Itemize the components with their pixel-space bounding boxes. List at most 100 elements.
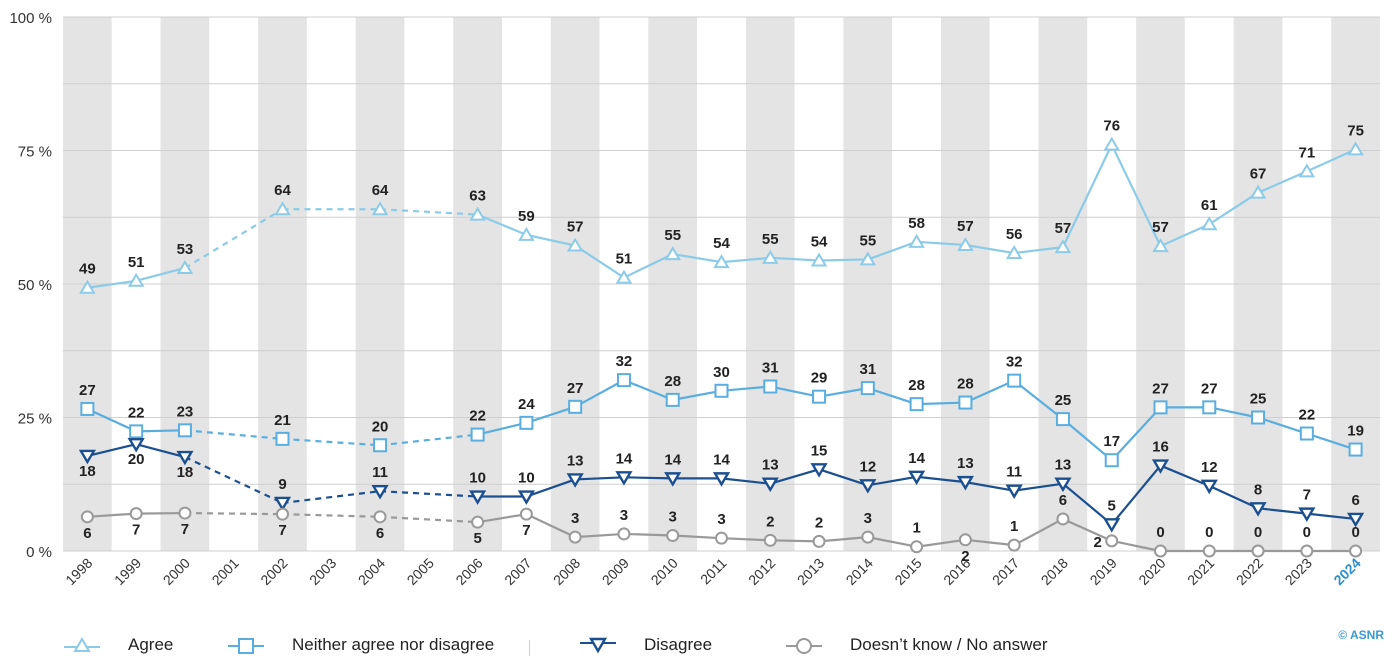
series-line-segment bbox=[87, 443, 137, 458]
data-point-marker bbox=[666, 529, 680, 543]
data-point-marker bbox=[177, 423, 192, 438]
series-line-segment bbox=[916, 475, 966, 484]
x-tick-label: 2010 bbox=[647, 555, 680, 588]
series-line-segment bbox=[87, 512, 137, 518]
data-label: 25 bbox=[1250, 391, 1267, 408]
data-point-marker bbox=[371, 484, 389, 500]
data-label: 24 bbox=[518, 396, 535, 413]
data-label: 7 bbox=[181, 521, 189, 538]
data-label: 0 bbox=[1351, 524, 1359, 541]
data-point-marker bbox=[373, 510, 387, 524]
data-point-marker bbox=[761, 477, 779, 493]
series-line-segment bbox=[526, 233, 576, 247]
data-label: 21 bbox=[274, 412, 291, 429]
series-line-segment bbox=[1014, 482, 1064, 492]
data-point-marker bbox=[276, 507, 289, 521]
data-label: 57 bbox=[567, 219, 584, 236]
data-label: 6 bbox=[83, 525, 91, 542]
data-point-marker bbox=[275, 431, 290, 446]
data-point-marker bbox=[1202, 544, 1216, 558]
data-point-marker bbox=[273, 496, 292, 512]
data-label: 18 bbox=[79, 463, 96, 480]
legend-label-disagree: Disagree bbox=[644, 635, 713, 654]
series-line-segment bbox=[867, 536, 917, 548]
series-line-segment bbox=[282, 490, 381, 505]
data-point-marker bbox=[519, 507, 533, 521]
legend-label-neither: Neither agree nor disagree bbox=[292, 635, 495, 654]
series-line-segment bbox=[184, 429, 283, 440]
series-line-segment bbox=[672, 253, 722, 264]
data-point-marker bbox=[373, 438, 388, 453]
series-line-segment bbox=[770, 385, 820, 398]
series-line-segment bbox=[916, 538, 966, 548]
data-point-marker bbox=[1007, 538, 1021, 552]
data-point-marker bbox=[1251, 410, 1266, 425]
data-point-marker bbox=[1154, 544, 1167, 558]
x-tick-label: 2003 bbox=[306, 555, 339, 588]
data-point-marker bbox=[763, 533, 777, 547]
data-label: 0 bbox=[1205, 524, 1213, 541]
data-point-marker bbox=[958, 533, 972, 547]
data-label: 2 bbox=[961, 548, 969, 565]
data-label: 31 bbox=[859, 361, 876, 378]
series-line-segment bbox=[721, 537, 771, 542]
series-line-segment bbox=[1208, 484, 1259, 510]
data-point-marker bbox=[859, 479, 877, 494]
data-label: 14 bbox=[664, 451, 681, 468]
x-tick-label: 2007 bbox=[501, 555, 534, 588]
data-point-marker bbox=[176, 260, 194, 274]
data-point-marker bbox=[1298, 507, 1316, 522]
data-point-marker bbox=[127, 438, 145, 453]
series-line-segment bbox=[623, 476, 673, 480]
data-label: 28 bbox=[908, 377, 925, 394]
data-label: 30 bbox=[713, 364, 730, 381]
data-point-marker bbox=[956, 475, 974, 491]
data-point-marker bbox=[664, 246, 681, 261]
x-tick-label: 2004 bbox=[355, 555, 388, 588]
data-label: 63 bbox=[469, 188, 486, 205]
data-label: 2 bbox=[1094, 534, 1102, 551]
series-line-segment bbox=[1014, 246, 1064, 255]
data-label: 15 bbox=[811, 442, 828, 459]
series-line-segment bbox=[1013, 517, 1064, 547]
data-label: 7 bbox=[522, 522, 530, 539]
data-point-marker bbox=[1347, 512, 1365, 528]
series-line-segment bbox=[867, 387, 917, 406]
data-point-marker bbox=[1249, 184, 1267, 199]
series-line-segment bbox=[819, 258, 868, 262]
data-label: 53 bbox=[177, 241, 194, 258]
series-line-segment bbox=[477, 513, 527, 524]
series-line-segment bbox=[379, 490, 478, 498]
data-label: 5 bbox=[473, 530, 481, 547]
data-label: 12 bbox=[859, 458, 876, 475]
series-line-segment bbox=[574, 379, 625, 408]
data-point-marker bbox=[1103, 518, 1121, 533]
data-label: 13 bbox=[567, 452, 584, 469]
series-line-segment bbox=[964, 379, 1015, 404]
data-point-marker bbox=[80, 510, 94, 524]
data-label: 7 bbox=[1303, 487, 1311, 504]
data-point-marker bbox=[568, 399, 583, 414]
data-label: 6 bbox=[1059, 492, 1067, 509]
data-label: 5 bbox=[1108, 497, 1116, 514]
data-point-marker bbox=[1005, 245, 1023, 260]
data-label: 56 bbox=[1006, 226, 1023, 243]
series-line-segment bbox=[184, 456, 283, 504]
data-point-marker bbox=[1201, 216, 1218, 231]
data-label: 61 bbox=[1201, 197, 1218, 214]
data-label: 2 bbox=[766, 513, 774, 530]
data-label: 1 bbox=[912, 520, 920, 537]
series-line-segment bbox=[1013, 379, 1064, 420]
data-point-marker bbox=[1152, 238, 1169, 253]
data-point-marker bbox=[566, 237, 584, 252]
x-tick-label: 2023 bbox=[1282, 555, 1315, 588]
data-label: 55 bbox=[859, 232, 876, 249]
data-point-marker bbox=[908, 233, 925, 248]
data-point-marker bbox=[812, 389, 827, 404]
series-line-segment bbox=[965, 243, 1015, 255]
data-point-marker bbox=[519, 415, 534, 430]
series-line-segment bbox=[526, 405, 576, 424]
data-point-marker bbox=[1104, 453, 1119, 468]
data-label: 14 bbox=[908, 450, 925, 467]
